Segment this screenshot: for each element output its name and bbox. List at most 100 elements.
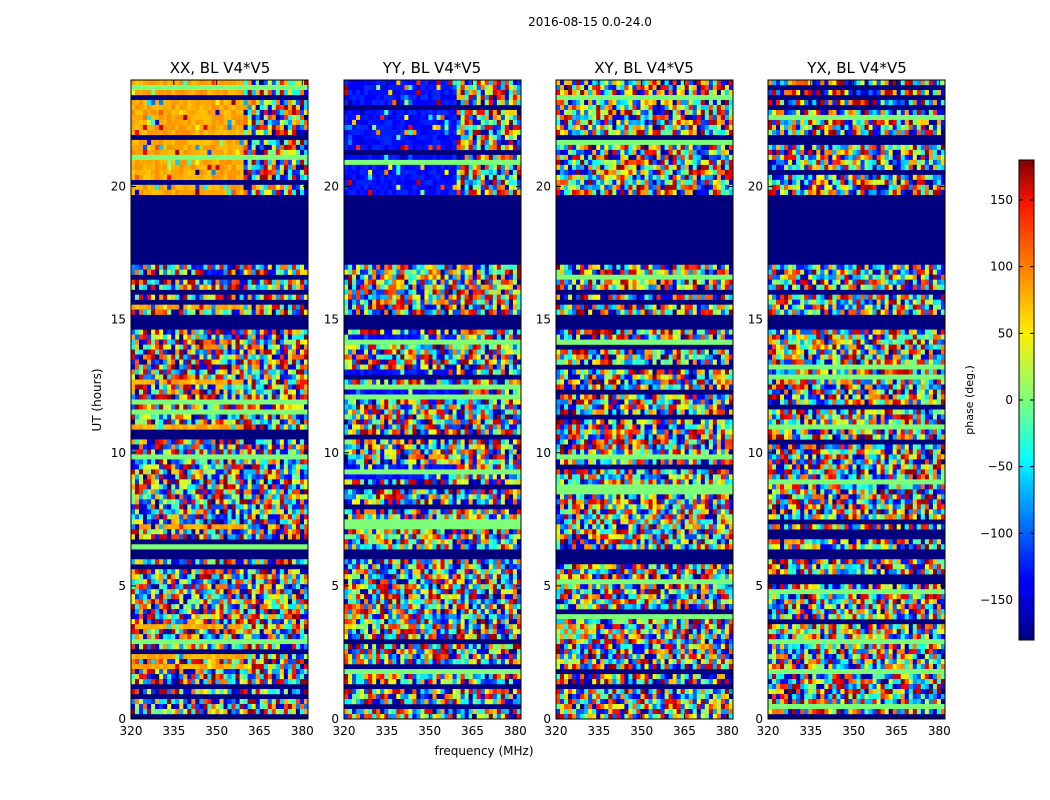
heatmap-cell [296, 90, 300, 95]
heatmap-cell [465, 120, 469, 125]
heatmap-cell [280, 509, 284, 514]
heatmap-cell [171, 140, 175, 145]
heatmap-cell [195, 80, 199, 85]
heatmap-cell [296, 270, 300, 275]
heatmap-cell [143, 619, 147, 624]
heatmap-cell [236, 489, 240, 494]
heatmap-cell [300, 375, 304, 380]
heatmap-cell [481, 100, 485, 105]
heatmap-cell [380, 140, 384, 145]
heatmap-cell [147, 330, 151, 335]
heatmap-cell [147, 704, 151, 709]
heatmap-cell [155, 499, 159, 504]
heatmap-cell [244, 355, 248, 360]
heatmap-cell [207, 479, 211, 484]
heatmap-cell [240, 674, 244, 679]
heatmap-cell [284, 120, 288, 125]
heatmap-cell [183, 419, 187, 424]
heatmap-cell [171, 664, 175, 669]
heatmap-cell [147, 350, 151, 355]
heatmap-cell [264, 295, 268, 300]
heatmap-cell [473, 185, 477, 190]
heatmap-cell [159, 345, 163, 350]
heatmap-cell [428, 90, 432, 95]
heatmap-cell [215, 594, 219, 599]
heatmap-cell [260, 659, 264, 664]
heatmap-cell [248, 474, 252, 479]
heatmap-cell [143, 559, 147, 564]
heatmap-cell [171, 125, 175, 130]
heatmap-cell [252, 459, 256, 464]
heatmap-cell [203, 150, 207, 155]
heatmap-cell [272, 604, 276, 609]
heatmap-cell [151, 370, 155, 375]
heatmap-cell [248, 370, 252, 375]
heatmap-cell [179, 414, 183, 419]
heatmap-cell [151, 519, 155, 524]
heatmap-cell [453, 185, 457, 190]
heatmap-cell [139, 524, 143, 529]
heatmap-cell [244, 395, 248, 400]
heatmap-cell [412, 275, 416, 280]
heatmap-cell [236, 664, 240, 669]
heatmap-cell [256, 529, 260, 534]
heatmap-cell [211, 395, 215, 400]
heatmap-cell [260, 524, 264, 529]
heatmap-cell [300, 559, 304, 564]
heatmap-cell [163, 345, 167, 350]
heatmap-cell [428, 80, 432, 85]
heatmap-cell [453, 135, 457, 140]
heatmap-cell [151, 449, 155, 454]
heatmap-cell [211, 474, 215, 479]
heatmap-cell [392, 115, 396, 120]
heatmap-cell [163, 644, 167, 649]
heatmap-cell [433, 120, 437, 125]
heatmap-cell [248, 165, 252, 170]
heatmap-cell [300, 270, 304, 275]
heatmap-cell [147, 395, 151, 400]
heatmap-cell [420, 280, 424, 285]
heatmap-cell [211, 579, 215, 584]
heatmap-cell [513, 90, 517, 95]
heatmap-cell [493, 95, 497, 100]
heatmap-cell [264, 514, 268, 519]
heatmap-cell [215, 385, 219, 390]
heatmap-cell [167, 464, 171, 469]
heatmap-cell [232, 479, 236, 484]
heatmap-cell [276, 120, 280, 125]
heatmap-cell [220, 375, 224, 380]
heatmap-cell [300, 509, 304, 514]
heatmap-cell [143, 519, 147, 524]
heatmap-cell [449, 180, 453, 185]
heatmap-cell [268, 395, 272, 400]
heatmap-cell [195, 479, 199, 484]
heatmap-cell [292, 335, 296, 340]
heatmap-cell [280, 150, 284, 155]
heatmap-cell [135, 574, 139, 579]
heatmap-cell [461, 155, 465, 160]
heatmap-cell [300, 330, 304, 335]
heatmap-cell [236, 499, 240, 504]
heatmap-cell [296, 614, 300, 619]
heatmap-cell [167, 499, 171, 504]
heatmap-cell [131, 265, 135, 270]
heatmap-cell [292, 170, 296, 175]
heatmap-cell [167, 305, 171, 310]
heatmap-cell [493, 110, 497, 115]
heatmap-cell [396, 100, 400, 105]
heatmap-cell [240, 150, 244, 155]
heatmap-cell [211, 100, 215, 105]
heatmap-cell [292, 310, 296, 315]
heatmap-cell [256, 494, 260, 499]
heatmap-cell [171, 175, 175, 180]
heatmap-cell [211, 529, 215, 534]
heatmap-cell [288, 80, 292, 85]
heatmap-cell [155, 310, 159, 315]
heatmap-cell [207, 569, 211, 574]
heatmap-cell [300, 385, 304, 390]
heatmap-cell [408, 275, 412, 280]
heatmap-cell [203, 190, 207, 195]
heatmap-cell [300, 390, 304, 395]
heatmap-cell [244, 185, 248, 190]
heatmap-cell [272, 574, 276, 579]
